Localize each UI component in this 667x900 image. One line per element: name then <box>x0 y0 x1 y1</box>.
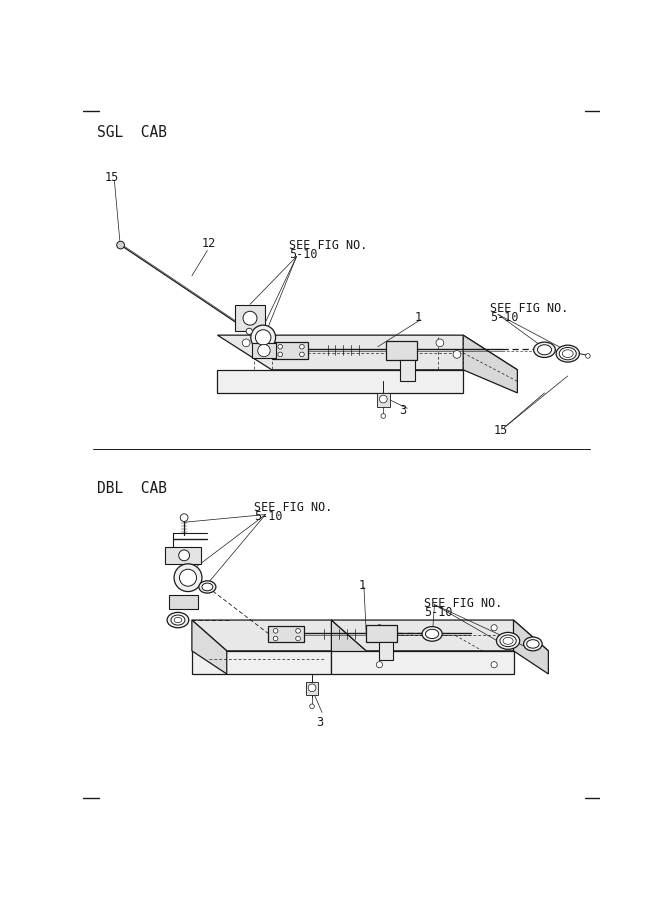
Polygon shape <box>165 547 201 563</box>
Ellipse shape <box>503 637 513 644</box>
Circle shape <box>309 704 314 708</box>
Polygon shape <box>252 343 275 358</box>
Circle shape <box>376 625 383 631</box>
Text: 5-10: 5-10 <box>289 248 317 261</box>
Polygon shape <box>217 370 463 393</box>
Polygon shape <box>169 595 198 608</box>
Text: SEE FIG NO.: SEE FIG NO. <box>424 597 503 610</box>
Circle shape <box>295 636 300 641</box>
Circle shape <box>180 514 188 521</box>
Circle shape <box>273 636 278 641</box>
Polygon shape <box>366 626 398 643</box>
Text: 12: 12 <box>201 238 215 250</box>
Circle shape <box>491 625 497 631</box>
Polygon shape <box>400 360 415 382</box>
Circle shape <box>261 350 269 358</box>
Polygon shape <box>192 620 366 651</box>
Polygon shape <box>514 620 548 674</box>
Ellipse shape <box>500 635 516 646</box>
Circle shape <box>381 414 386 418</box>
Circle shape <box>299 352 304 356</box>
Circle shape <box>453 350 461 358</box>
Text: 3: 3 <box>400 404 407 418</box>
Circle shape <box>242 339 250 346</box>
Text: 5-10: 5-10 <box>424 607 453 619</box>
Polygon shape <box>273 342 308 359</box>
Circle shape <box>295 628 300 633</box>
Text: 1: 1 <box>414 310 422 323</box>
Text: SEE FIG NO.: SEE FIG NO. <box>490 302 569 315</box>
Polygon shape <box>386 341 417 360</box>
Text: 3: 3 <box>316 716 323 729</box>
Ellipse shape <box>171 615 185 626</box>
Circle shape <box>257 345 270 356</box>
Polygon shape <box>235 305 265 331</box>
Polygon shape <box>377 393 390 407</box>
Ellipse shape <box>202 583 213 590</box>
Text: 15: 15 <box>104 171 119 184</box>
Ellipse shape <box>562 350 573 357</box>
Polygon shape <box>380 643 394 660</box>
Text: 5-10: 5-10 <box>490 311 519 324</box>
Polygon shape <box>331 620 366 674</box>
Ellipse shape <box>527 640 539 648</box>
Ellipse shape <box>422 626 442 641</box>
Polygon shape <box>305 681 318 695</box>
Circle shape <box>179 569 197 586</box>
Ellipse shape <box>426 629 439 638</box>
Text: SGL  CAB: SGL CAB <box>97 125 167 140</box>
Text: SEE FIG NO.: SEE FIG NO. <box>289 238 367 252</box>
Text: DBL  CAB: DBL CAB <box>97 481 167 496</box>
Circle shape <box>299 345 304 349</box>
Polygon shape <box>192 620 227 674</box>
Polygon shape <box>463 335 518 393</box>
Circle shape <box>491 662 497 668</box>
Ellipse shape <box>174 617 182 623</box>
Polygon shape <box>217 335 518 370</box>
Ellipse shape <box>559 347 576 360</box>
Ellipse shape <box>534 342 556 357</box>
Text: 5-10: 5-10 <box>254 510 282 523</box>
Ellipse shape <box>496 633 520 649</box>
Circle shape <box>376 662 383 668</box>
Ellipse shape <box>538 345 552 355</box>
Circle shape <box>251 325 275 350</box>
Ellipse shape <box>167 612 189 628</box>
Ellipse shape <box>524 637 542 651</box>
Text: SEE FIG NO.: SEE FIG NO. <box>254 500 332 514</box>
Circle shape <box>586 354 590 358</box>
Ellipse shape <box>199 580 216 593</box>
Polygon shape <box>331 651 514 674</box>
Ellipse shape <box>556 346 580 362</box>
Circle shape <box>174 563 202 591</box>
Circle shape <box>380 395 387 403</box>
Circle shape <box>278 352 283 356</box>
Circle shape <box>179 550 189 561</box>
Text: 1: 1 <box>358 580 366 592</box>
Circle shape <box>117 241 125 249</box>
Circle shape <box>246 328 252 335</box>
Text: 15: 15 <box>494 424 508 436</box>
Circle shape <box>243 311 257 325</box>
Polygon shape <box>268 626 304 643</box>
Circle shape <box>436 339 444 346</box>
Polygon shape <box>192 651 331 674</box>
Circle shape <box>308 684 316 692</box>
Circle shape <box>278 345 283 349</box>
Polygon shape <box>331 620 548 651</box>
Circle shape <box>273 628 278 633</box>
Circle shape <box>255 329 271 346</box>
